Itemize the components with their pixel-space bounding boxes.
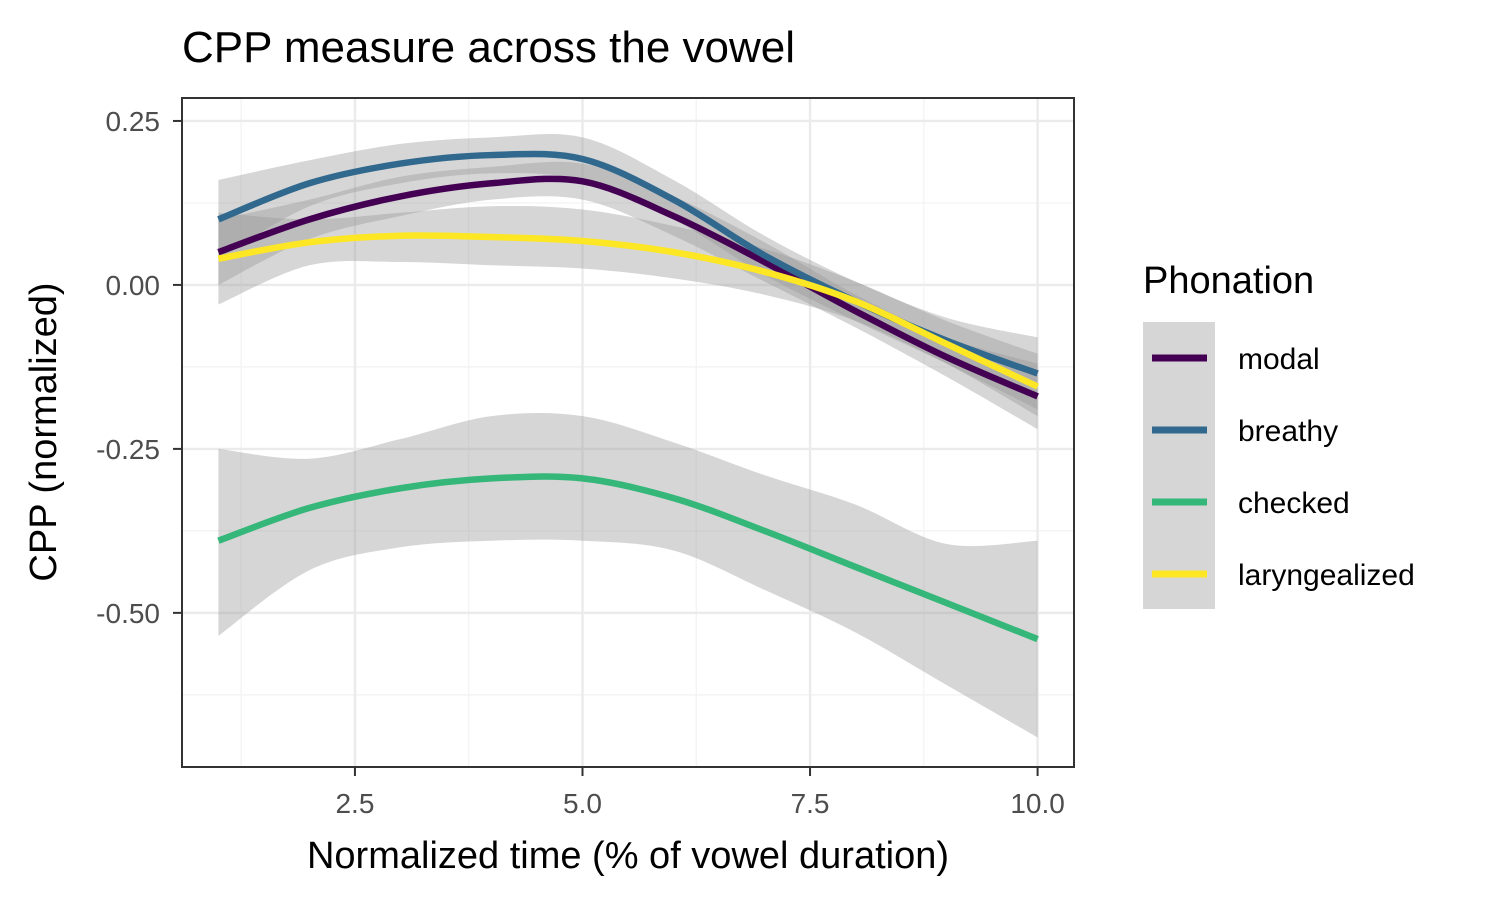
ci-ribbon-breathy — [218, 133, 1038, 410]
series-line-modal — [217, 175, 1039, 400]
x-axis: 2.5 5.0 7.5 10.0 — [335, 767, 1065, 819]
legend-label-laryngealized: laryngealized — [1238, 559, 1415, 592]
y-tick-label: -0.50 — [96, 598, 160, 629]
x-axis-title: Normalized time (% of vowel duration) — [307, 835, 949, 877]
chart-title: CPP measure across the vowel — [182, 23, 795, 72]
y-axis-title: CPP (normalized) — [23, 282, 65, 581]
series-line-checked — [217, 473, 1039, 643]
y-tick-label: 0.25 — [106, 106, 161, 137]
legend-label-breathy: breathy — [1238, 415, 1338, 448]
y-tick-label: -0.25 — [96, 434, 160, 465]
y-axis: 0.25 0.00 -0.25 -0.50 — [96, 106, 182, 629]
x-tick-label: 10.0 — [1010, 788, 1065, 819]
plot-border — [181, 97, 1075, 768]
legend-key-background — [1143, 322, 1215, 609]
y-tick-label: 0.00 — [106, 270, 161, 301]
ci-ribbon-checked — [218, 413, 1038, 738]
x-tick-label: 2.5 — [335, 788, 374, 819]
ci-ribbon-laryngealized — [218, 206, 1038, 417]
plot-background — [182, 98, 1074, 767]
x-tick-label: 7.5 — [791, 788, 830, 819]
legend-title: Phonation — [1143, 260, 1314, 302]
series-line-laryngealized — [217, 232, 1039, 390]
legend-label-modal: modal — [1238, 343, 1320, 376]
x-tick-label: 5.0 — [563, 788, 602, 819]
legend: Phonation modal breathy checked laryngealiz… — [1143, 260, 1415, 609]
legend-label-checked: checked — [1238, 487, 1350, 520]
plot-panel — [181, 97, 1075, 768]
